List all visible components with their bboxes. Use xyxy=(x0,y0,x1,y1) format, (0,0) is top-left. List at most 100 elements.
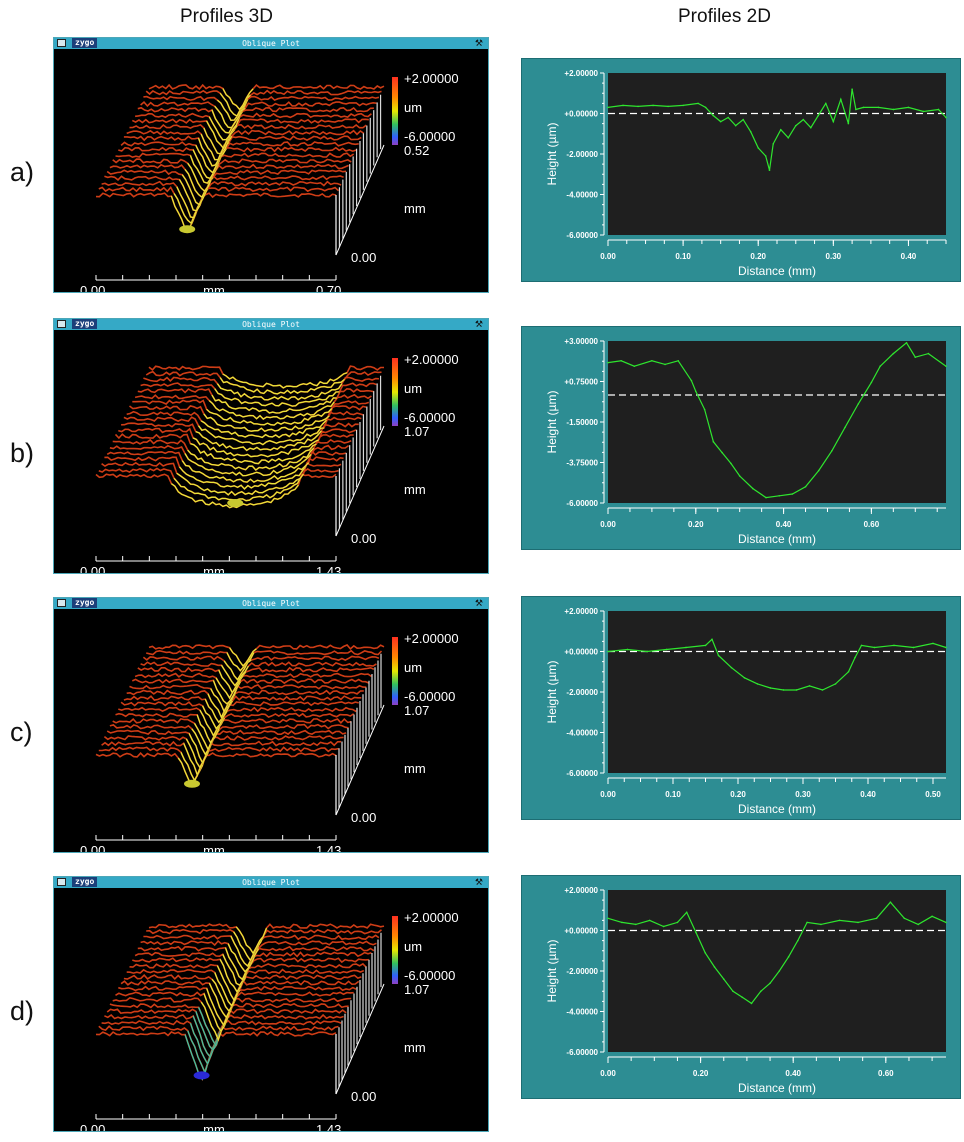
profile-point xyxy=(903,917,906,920)
profile-point xyxy=(778,970,781,972)
surface-trace xyxy=(137,666,375,695)
surface-trace xyxy=(115,152,355,185)
x-axis-title: Distance (mm) xyxy=(738,532,816,546)
profile-point xyxy=(875,917,878,920)
x-min-label: 0.00 xyxy=(80,564,105,573)
profile-point xyxy=(682,104,684,107)
x-tick-label: 0.30 xyxy=(826,252,842,261)
profile-point xyxy=(914,356,917,358)
depth-max-label: 1.07 xyxy=(404,703,429,718)
wrench-icon[interactable]: ⚒ xyxy=(474,38,483,48)
y-tick-label: -2.00000 xyxy=(566,688,598,697)
colorbar-unit-label: um xyxy=(404,100,422,115)
profile-point xyxy=(821,689,824,691)
profile-point xyxy=(741,996,744,999)
groove-trace xyxy=(197,425,325,446)
x-min-label: 0.00 xyxy=(80,283,105,292)
x-min-label: 0.00 xyxy=(80,843,105,852)
groove-trace xyxy=(176,186,209,219)
profile-point xyxy=(879,365,881,367)
profile-point xyxy=(782,689,785,691)
x-unit-label: mm xyxy=(203,843,225,852)
x-max-label: 1.43 xyxy=(316,1122,341,1131)
groove-trace xyxy=(190,442,317,465)
groove-trace xyxy=(216,98,249,121)
window-menu-button[interactable] xyxy=(57,320,66,328)
window-menu-button[interactable] xyxy=(57,599,66,607)
surface-trace xyxy=(112,158,352,193)
window-menu-button[interactable] xyxy=(57,878,66,886)
profile-point xyxy=(847,122,850,125)
x-min-label: 0.00 xyxy=(80,1122,105,1131)
row-label: a) xyxy=(10,157,35,187)
profile-point xyxy=(873,646,876,649)
wrench-icon[interactable]: ⚒ xyxy=(474,598,483,608)
profile-2d-panel: +2.00000 +0.00000 -2.00000 -4.00000 -6.00000… xyxy=(521,58,961,282)
profile-point xyxy=(607,361,609,364)
y-tick-label: -6.00000 xyxy=(566,1048,598,1057)
profile-point xyxy=(817,114,820,117)
profile-point xyxy=(651,360,653,362)
x-unit-label: mm xyxy=(203,1122,225,1131)
colorbar-unit-label: um xyxy=(404,381,422,396)
y-axis-title: Height (µm) xyxy=(545,391,559,454)
profile-point xyxy=(764,155,767,157)
profile-point xyxy=(734,124,737,127)
oblique-plot-window: zygo Oblique Plot ⚒ +2.00000 um -6.00000 1.07 m… xyxy=(53,318,489,574)
profile-point xyxy=(730,462,732,465)
surface-trace xyxy=(148,83,385,111)
profile-2d-panel: +2.00000 +0.00000 -2.00000 -4.00000 -6.00000… xyxy=(521,875,961,1099)
profile-point xyxy=(711,638,713,641)
profile-point xyxy=(907,106,910,109)
groove-trace xyxy=(200,133,233,161)
profile-point xyxy=(704,644,707,647)
plot-area xyxy=(608,611,946,773)
window-menu-button[interactable] xyxy=(57,39,66,47)
profile-point xyxy=(607,106,609,109)
groove-trace xyxy=(193,720,223,751)
wrench-icon[interactable]: ⚒ xyxy=(474,319,483,329)
colorbar-max-label: +2.00000 xyxy=(404,910,459,925)
profile-point xyxy=(713,966,716,968)
window-title: Oblique Plot xyxy=(242,599,300,608)
x-tick-label: 0.50 xyxy=(925,790,941,799)
x-tick-label: 0.60 xyxy=(878,1069,894,1078)
profile-2d-chart: +2.00000 +0.00000 -2.00000 -4.00000 -6.00000… xyxy=(545,607,947,816)
window-title: Oblique Plot xyxy=(242,878,300,887)
profile-point xyxy=(945,365,947,367)
surface-trace xyxy=(126,689,364,720)
y-tick-label: +0.00000 xyxy=(564,648,598,657)
surface-trace xyxy=(146,649,383,672)
surface-trace xyxy=(126,129,365,161)
groove-trace xyxy=(181,460,310,483)
surface-trace xyxy=(101,740,342,778)
x-tick-label: 0.40 xyxy=(776,520,792,529)
profile-point xyxy=(685,646,687,649)
surface-trace xyxy=(95,192,337,231)
groove-trace xyxy=(203,413,330,433)
surface-trace xyxy=(148,644,385,668)
groove-trace xyxy=(176,472,304,496)
y-tick-label: -6.00000 xyxy=(566,769,598,778)
wrench-icon[interactable]: ⚒ xyxy=(474,877,483,887)
row-label: c) xyxy=(10,717,33,747)
groove-trace xyxy=(222,88,254,111)
colorbar-min-label: -6.00000 xyxy=(404,689,455,704)
profile-point xyxy=(877,106,880,109)
groove-trace xyxy=(181,174,214,206)
profile-point xyxy=(892,108,895,111)
profile-point xyxy=(808,685,811,687)
surface-trace xyxy=(95,752,337,788)
profile-point xyxy=(665,648,668,651)
profiles-2d-heading: Profiles 2D xyxy=(678,6,771,27)
profile-point xyxy=(854,656,856,659)
surface-trace xyxy=(145,370,382,395)
x-axis-title: Distance (mm) xyxy=(738,802,816,816)
profile-point xyxy=(857,921,859,924)
depth-min-label: 0.00 xyxy=(351,1089,376,1104)
x-tick-label: 0.20 xyxy=(730,790,746,799)
surface-trace xyxy=(129,683,367,714)
surface-trace xyxy=(131,678,370,705)
depth-unit-label: mm xyxy=(404,1040,426,1055)
